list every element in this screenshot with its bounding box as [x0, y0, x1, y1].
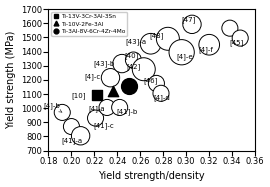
Text: [47]: [47]: [181, 16, 196, 23]
Ellipse shape: [63, 119, 79, 135]
Text: [40]: [40]: [124, 52, 138, 59]
Text: [43]-a: [43]-a: [125, 39, 146, 45]
X-axis label: Yield strength/density: Yield strength/density: [99, 171, 205, 181]
Y-axis label: Yield strength (MPa): Yield strength (MPa): [6, 31, 16, 129]
Text: [43]-b: [43]-b: [93, 60, 114, 67]
Ellipse shape: [169, 40, 194, 65]
Point: [94, 94, 99, 97]
Ellipse shape: [140, 33, 161, 54]
Ellipse shape: [101, 69, 120, 87]
Text: [41]-b: [41]-b: [116, 108, 137, 115]
Ellipse shape: [54, 104, 70, 120]
Ellipse shape: [199, 34, 220, 55]
Ellipse shape: [112, 99, 128, 116]
Text: [4]-a: [4]-a: [88, 105, 105, 111]
Legend: Ti-13V-3Cr-3Al-3Sn, Ti-10V-2Fe-3Al, Ti-3Al-8V-6Cr-4Zr-4Mo: Ti-13V-3Cr-3Al-3Sn, Ti-10V-2Fe-3Al, Ti-3…: [51, 12, 127, 36]
Text: [4]-d: [4]-d: [154, 94, 171, 101]
Text: [4]-b: [4]-b: [43, 103, 62, 112]
Ellipse shape: [232, 30, 248, 46]
Point: [111, 90, 115, 93]
Ellipse shape: [148, 75, 164, 91]
Ellipse shape: [72, 127, 90, 145]
Ellipse shape: [153, 85, 169, 101]
Text: [48]: [48]: [149, 32, 164, 39]
Ellipse shape: [156, 27, 179, 50]
Text: [46]: [46]: [143, 78, 158, 84]
Text: [4]-c: [4]-c: [84, 74, 100, 80]
Ellipse shape: [222, 20, 238, 36]
Text: [42]: [42]: [126, 63, 141, 70]
Text: [4]-e: [4]-e: [177, 53, 193, 60]
Text: [10]: [10]: [72, 92, 86, 99]
Text: [41]-a: [41]-a: [61, 137, 82, 144]
Ellipse shape: [132, 58, 155, 81]
Text: [4]-f: [4]-f: [198, 46, 213, 53]
Point: [127, 85, 131, 88]
Ellipse shape: [87, 110, 104, 126]
Text: [45]: [45]: [230, 39, 244, 46]
Ellipse shape: [99, 99, 115, 116]
Ellipse shape: [113, 54, 131, 73]
Ellipse shape: [125, 52, 141, 68]
Ellipse shape: [183, 15, 201, 33]
Text: [41]-c: [41]-c: [93, 122, 114, 129]
